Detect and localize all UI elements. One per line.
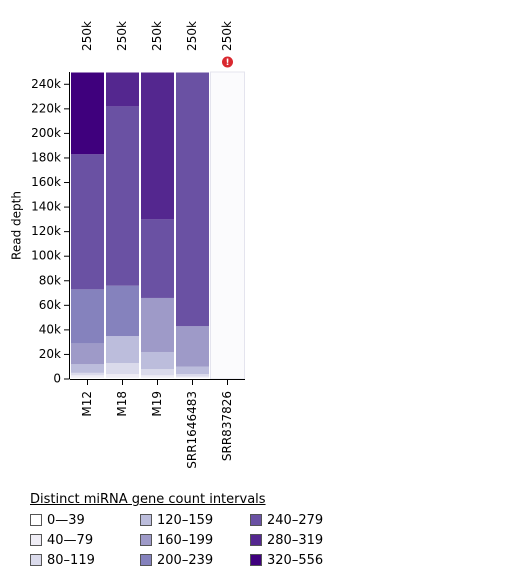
x-tick-label: M18 bbox=[115, 391, 129, 417]
y-tick-label: 20k bbox=[39, 347, 61, 361]
legend-swatch bbox=[140, 554, 152, 566]
legend-swatch bbox=[250, 554, 262, 566]
legend-label: 120–159 bbox=[157, 512, 214, 528]
y-tick-label: 100k bbox=[31, 249, 61, 263]
bar-segment bbox=[175, 72, 210, 327]
bar-segment bbox=[140, 297, 175, 352]
legend-swatch bbox=[140, 534, 152, 546]
bar-segment bbox=[175, 374, 210, 377]
legend-label: 0—39 bbox=[47, 512, 85, 528]
legend-label: 240–279 bbox=[267, 512, 324, 528]
bar-segment bbox=[175, 326, 210, 367]
legend-item: 280–319 bbox=[250, 531, 360, 549]
bar-top-label: 250k bbox=[115, 21, 129, 51]
y-axis-title: Read depth bbox=[10, 191, 24, 260]
legend-swatch bbox=[250, 514, 262, 526]
legend-item: 320–556 bbox=[250, 551, 360, 569]
empty-bar bbox=[210, 71, 245, 380]
warning-icon bbox=[222, 56, 233, 68]
legend-swatch bbox=[30, 514, 42, 526]
x-tick-label: M12 bbox=[80, 391, 94, 417]
legend-label: 40—79 bbox=[47, 532, 94, 548]
bar-segment bbox=[105, 336, 140, 364]
bar-top-label: 250k bbox=[185, 21, 199, 51]
legend-label: 280–319 bbox=[267, 532, 324, 548]
bar-segment bbox=[70, 289, 105, 344]
legend-swatch bbox=[250, 534, 262, 546]
y-tick-label: 180k bbox=[31, 150, 61, 164]
legend-swatch bbox=[30, 554, 42, 566]
y-tick-label: 120k bbox=[31, 224, 61, 238]
bar-top-label: 250k bbox=[220, 21, 234, 51]
bar-segment bbox=[105, 363, 140, 375]
legend-swatch bbox=[30, 534, 42, 546]
legend-item: 80–119 bbox=[30, 551, 140, 569]
y-tick-label: 0 bbox=[53, 372, 61, 386]
x-tick-label: M19 bbox=[150, 391, 164, 417]
bar-segment bbox=[70, 343, 105, 365]
y-tick-label: 140k bbox=[31, 200, 61, 214]
legend-item: 40—79 bbox=[30, 531, 140, 549]
bar-segment bbox=[175, 377, 210, 379]
bar-segment bbox=[140, 72, 175, 220]
y-tick-label: 200k bbox=[31, 126, 61, 140]
x-tick-label: SRR837826 bbox=[220, 391, 234, 461]
bar-segment bbox=[105, 72, 140, 107]
bar-segment bbox=[70, 377, 105, 379]
bar-top-label: 250k bbox=[80, 21, 94, 51]
warning-icon-glyph: ! bbox=[225, 58, 229, 68]
legend-item: 120–159 bbox=[140, 511, 250, 529]
legend-label: 80–119 bbox=[47, 552, 95, 568]
y-tick-label: 40k bbox=[39, 322, 61, 336]
legend-label: 320–556 bbox=[267, 552, 324, 568]
legend-title: Distinct miRNA gene count intervals bbox=[30, 492, 266, 507]
bar-segment bbox=[70, 364, 105, 373]
bar-segment bbox=[175, 366, 210, 375]
legend-label: 200–239 bbox=[157, 552, 214, 568]
bar-segment bbox=[105, 374, 140, 378]
y-tick-label: 240k bbox=[31, 77, 61, 91]
bar-segment bbox=[105, 377, 140, 379]
y-tick-label: 160k bbox=[31, 175, 61, 189]
bar-segment bbox=[140, 351, 175, 370]
bar-segment bbox=[70, 375, 105, 378]
y-tick-label: 60k bbox=[39, 298, 61, 312]
y-tick-label: 80k bbox=[39, 273, 61, 287]
legend-grid: 0—39 120–159 240–279 40—79 160–199 280–319 80–… bbox=[30, 511, 370, 569]
legend: Distinct miRNA gene count intervals 0—39… bbox=[30, 492, 370, 569]
bar-segment bbox=[140, 369, 175, 376]
bar-segment bbox=[175, 376, 210, 378]
legend-item: 0—39 bbox=[30, 511, 140, 529]
bar-segment bbox=[70, 72, 105, 155]
y-tick-label: 220k bbox=[31, 101, 61, 115]
bar-segment bbox=[70, 372, 105, 376]
bar-segment bbox=[70, 154, 105, 290]
legend-item: 240–279 bbox=[250, 511, 360, 529]
legend-item: 200–239 bbox=[140, 551, 250, 569]
bar-segment bbox=[140, 219, 175, 298]
bar-segment bbox=[140, 375, 175, 378]
x-tick-label: SRR1646483 bbox=[185, 391, 199, 469]
legend-swatch bbox=[140, 514, 152, 526]
bar-top-label: 250k bbox=[150, 21, 164, 51]
legend-item: 160–199 bbox=[140, 531, 250, 549]
bar-segment bbox=[105, 106, 140, 286]
bar-segment bbox=[105, 285, 140, 337]
bar-segment bbox=[140, 377, 175, 379]
chart-svg: Read depth 0 20k 40k 60k 80k 100k 120k 140k 160k 1… bbox=[10, 21, 245, 469]
legend-label: 160–199 bbox=[157, 532, 214, 548]
